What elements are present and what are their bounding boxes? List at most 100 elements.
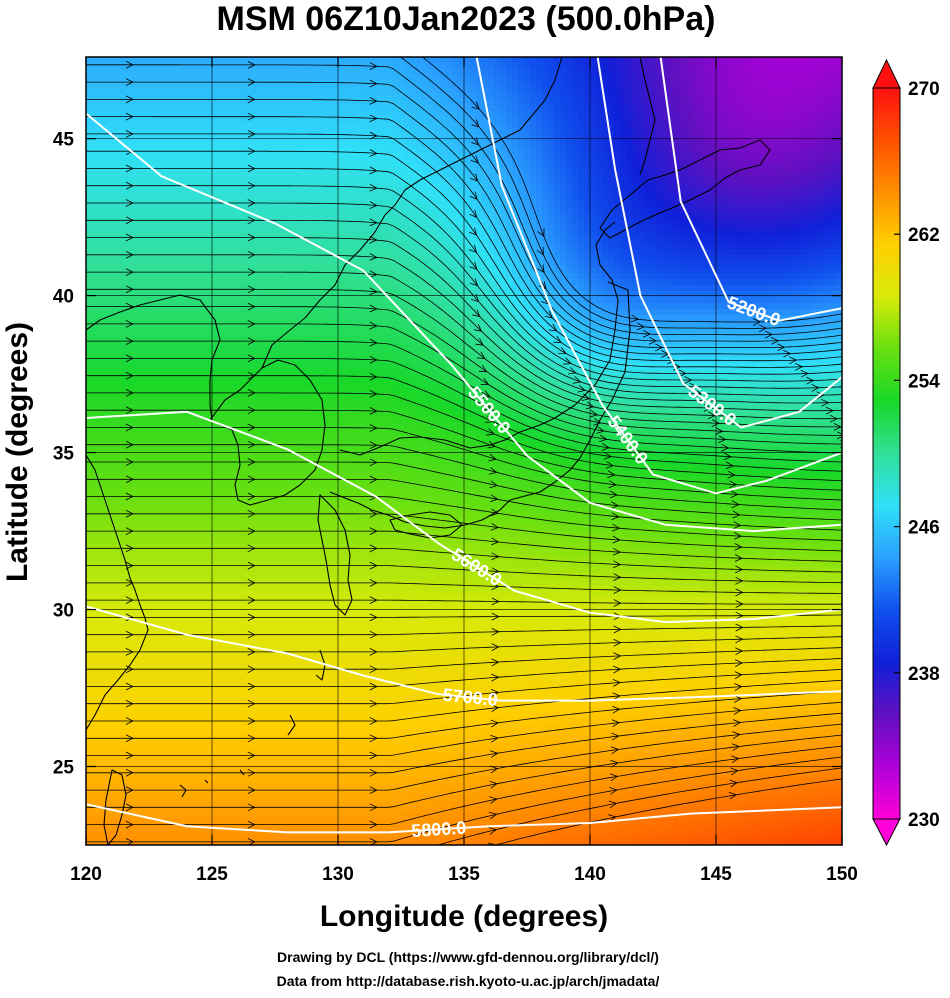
field-cell [296,63,303,70]
field-cell [650,153,657,160]
field-cell [284,273,291,280]
field-cell [506,117,513,124]
field-cell [122,225,129,232]
field-cell [386,213,393,220]
field-cell [572,201,579,208]
field-cell [194,147,201,154]
field-cell [698,93,705,100]
field-cell [662,279,669,286]
field-cell [620,117,627,124]
field-cell [794,225,801,232]
field-cell [776,237,783,244]
field-cell [362,111,369,118]
field-cell [86,105,93,112]
field-cell [656,87,663,94]
field-cell [656,93,663,100]
field-cell [260,285,267,292]
field-cell [260,147,267,154]
field-cell [560,183,567,190]
field-cell [410,57,417,64]
field-cell [86,183,93,190]
field-cell [626,147,633,154]
field-cell [620,237,627,244]
field-cell [296,213,303,220]
field-cell [782,123,789,130]
field-cell [134,99,141,106]
field-cell [218,177,225,184]
field-cell [812,183,819,190]
field-cell [446,219,453,226]
field-cell [488,189,495,196]
field-cell [200,141,207,148]
field-cell [176,279,183,286]
field-cell [278,93,285,100]
field-cell [812,153,819,160]
field-cell [800,147,807,154]
field-cell [350,111,357,118]
field-cell [152,273,159,280]
field-cell [416,279,423,286]
field-cell [734,63,741,70]
field-cell [632,153,639,160]
field-cell [140,171,147,178]
field-cell [728,267,735,274]
field-cell [326,63,333,70]
field-cell [698,63,705,70]
field-cell [824,69,831,76]
field-cell [740,171,747,178]
field-cell [92,159,99,166]
field-cell [722,81,729,88]
field-cell [116,123,123,130]
field-cell [668,231,675,238]
field-cell [722,213,729,220]
field-cell [170,159,177,166]
field-cell [368,57,375,64]
field-cell [272,177,279,184]
field-cell [656,141,663,148]
field-cell [686,189,693,196]
field-cell [464,171,471,178]
field-cell [824,177,831,184]
field-cell [656,243,663,250]
field-cell [596,183,603,190]
field-cell [242,171,249,178]
field-cell [752,213,759,220]
field-cell [230,213,237,220]
field-cell [254,63,261,70]
field-cell [812,237,819,244]
field-cell [320,219,327,226]
field-cell [776,93,783,100]
field-cell [740,195,747,202]
field-cell [260,93,267,100]
field-cell [710,207,717,214]
field-cell [296,135,303,142]
field-cell [662,165,669,172]
field-cell [290,189,297,196]
field-cell [398,171,405,178]
field-cell [518,81,525,88]
field-cell [572,135,579,142]
field-cell [122,207,129,214]
field-cell [530,147,537,154]
field-cell [572,279,579,286]
field-cell [794,213,801,220]
field-cell [146,63,153,70]
field-cell [140,57,147,64]
field-cell [374,123,381,130]
field-cell [170,285,177,292]
field-cell [800,195,807,202]
field-cell [458,201,465,208]
field-cell [632,141,639,148]
field-cell [680,225,687,232]
field-cell [734,195,741,202]
field-cell [560,99,567,106]
field-cell [578,93,585,100]
field-cell [656,195,663,202]
field-cell [650,255,657,262]
field-cell [236,189,243,196]
field-cell [662,255,669,262]
field-cell [218,291,225,298]
field-cell [140,279,147,286]
field-cell [386,87,393,94]
field-cell [686,249,693,256]
